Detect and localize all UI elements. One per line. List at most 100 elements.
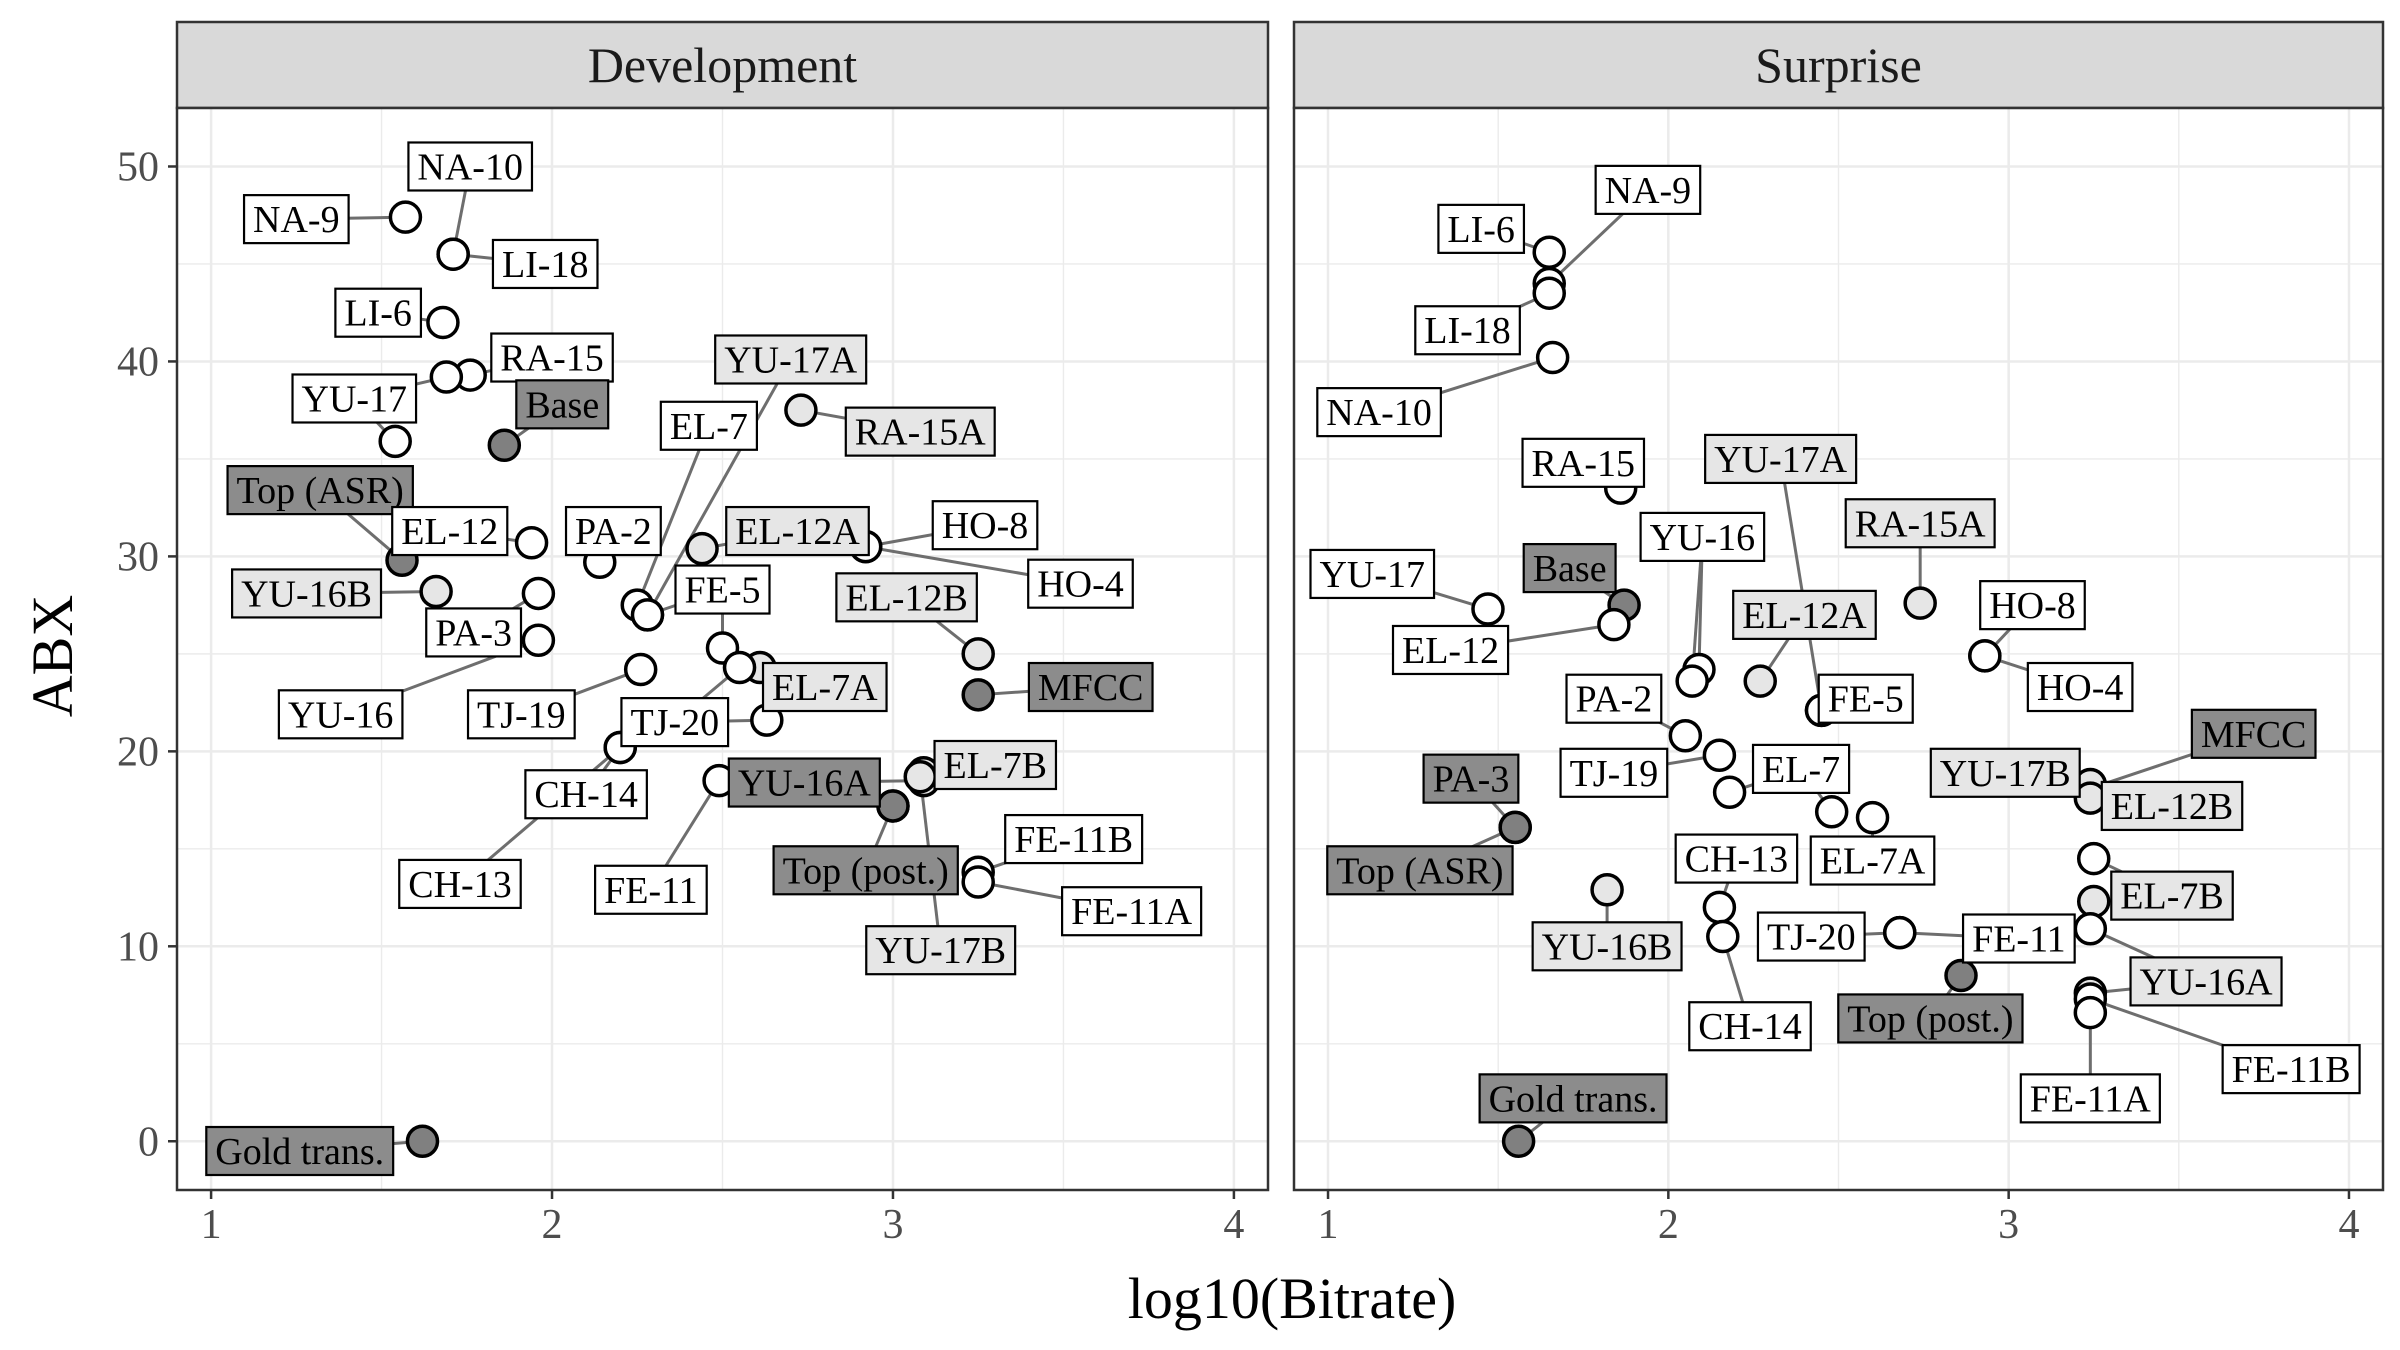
point-label: Top (ASR) [1326,845,1514,896]
data-point [1702,738,1737,773]
data-point [1743,664,1777,698]
point-label-box [334,287,423,338]
data-point [426,305,460,340]
point-label: FE-11A [2019,1073,2161,1124]
leader-line [1779,458,1823,711]
point-label-text: Top (ASR) [237,470,404,512]
point-label-text: EL-7A [1820,841,1926,883]
point-label-box [1027,558,1134,609]
point-label-text: PA-3 [1433,759,1510,801]
point-label-text: Gold trans. [1489,1078,1658,1120]
point-label-text: LI-6 [1447,209,1515,251]
data-point [1590,873,1624,907]
point-label: Top (post.) [772,845,959,896]
point-label-box [2129,956,2283,1007]
x-tick-label: 4 [1223,1202,1244,1248]
point-label: PA-2 [564,505,662,557]
point-label-box [398,858,522,910]
point-label: EL-12B [835,572,978,623]
data-point [961,678,995,712]
point-label-box [564,505,662,557]
point-label-box [931,500,1039,551]
point-label-box [772,845,959,896]
point-label-box [231,568,383,619]
x-tick-label: 1 [201,1202,222,1248]
point-label-text: FE-5 [1828,679,1904,721]
point-label-box [2221,1044,2361,1095]
panel-border [175,106,1270,1192]
data-point [961,637,995,671]
data-point [2076,884,2111,919]
point-label-box [933,739,1058,791]
point-label: LI-6 [334,287,423,338]
point-label-box [2190,708,2317,759]
point-label-box [1756,911,1866,962]
point-label: EL-12B [2100,780,2244,832]
point-label-text: YU-16A [738,763,872,805]
point-label-box [1704,433,1858,485]
data-point [405,1124,440,1159]
point-label-text: FE-11 [604,870,698,912]
point-label-text: FE-11 [1972,919,2066,961]
data-point [1501,1124,1536,1159]
data-point [1535,340,1570,375]
data-point [1712,775,1747,810]
x-tick-label: 2 [1658,1202,1679,1248]
point-label: FE-11 [1961,913,2076,964]
point-label-box [761,661,888,713]
point-label-box [277,689,404,740]
point-label-box [1004,813,1144,865]
point-label: NA-9 [242,194,350,245]
point-label-box [1837,993,2024,1044]
point-label-box [1521,437,1646,488]
point-label-box [391,505,509,557]
point-label: EL-12A [725,505,870,557]
point-label-text: EL-12B [845,577,967,619]
point-label-box [1522,542,1617,594]
point-label: YU-17 [1309,548,1436,600]
point-label-text: HO-8 [1989,585,2076,627]
point-label-text: CH-14 [534,774,637,816]
data-point [1702,890,1737,925]
data-point [1968,639,2002,673]
point-label-box [1309,548,1436,600]
point-label-text: EL-7B [944,745,1047,787]
leader-line [646,358,792,616]
y-tick-label: 30 [117,534,159,580]
point-label-text: NA-9 [1605,170,1692,212]
point-label: Top (ASR) [226,465,414,516]
point-label: YU-17A [714,334,868,385]
point-label: Gold trans. [1478,1073,1668,1124]
point-label: YU-16A [727,757,881,808]
data-point [521,576,556,611]
point-label-box [466,689,576,740]
facet-title: Development [588,37,857,93]
point-label: PA-2 [1565,673,1663,724]
point-label: LI-18 [491,238,599,290]
data-point [487,428,522,463]
point-label: MFCC [2190,708,2317,759]
panel-surprise: Surprise 1 2 3 4 NA-9 LI-6 LI-18 NA-10 RA-15 YU-17… [1292,20,2385,1248]
point-label-text: CH-13 [408,864,511,906]
point-label-box [1422,753,1520,804]
facet-title: Surprise [1755,37,1922,93]
point-label-box [1437,203,1526,254]
point-label-text: RA-15 [500,338,603,380]
point-label: RA-15A [844,406,996,457]
point-label: MFCC [1027,661,1154,713]
point-label-text: EL-12A [1742,595,1867,637]
facet-strip [175,20,1270,110]
point-label-box [1639,511,1766,563]
point-label-box [674,564,771,615]
point-label-text: FE-11B [1014,819,1133,861]
data-point [1498,810,1532,845]
point-label-box [1961,913,2076,964]
point-label-text: YU-17 [302,378,408,420]
point-label-text: CH-13 [1685,839,1788,881]
point-label: CH-14 [1688,1001,1812,1052]
point-label: Base [515,379,610,430]
point-label-box [714,334,868,385]
point-label-text: Base [525,384,599,426]
point-label-box [491,238,599,290]
point-label-text: YU-17 [1319,554,1425,596]
